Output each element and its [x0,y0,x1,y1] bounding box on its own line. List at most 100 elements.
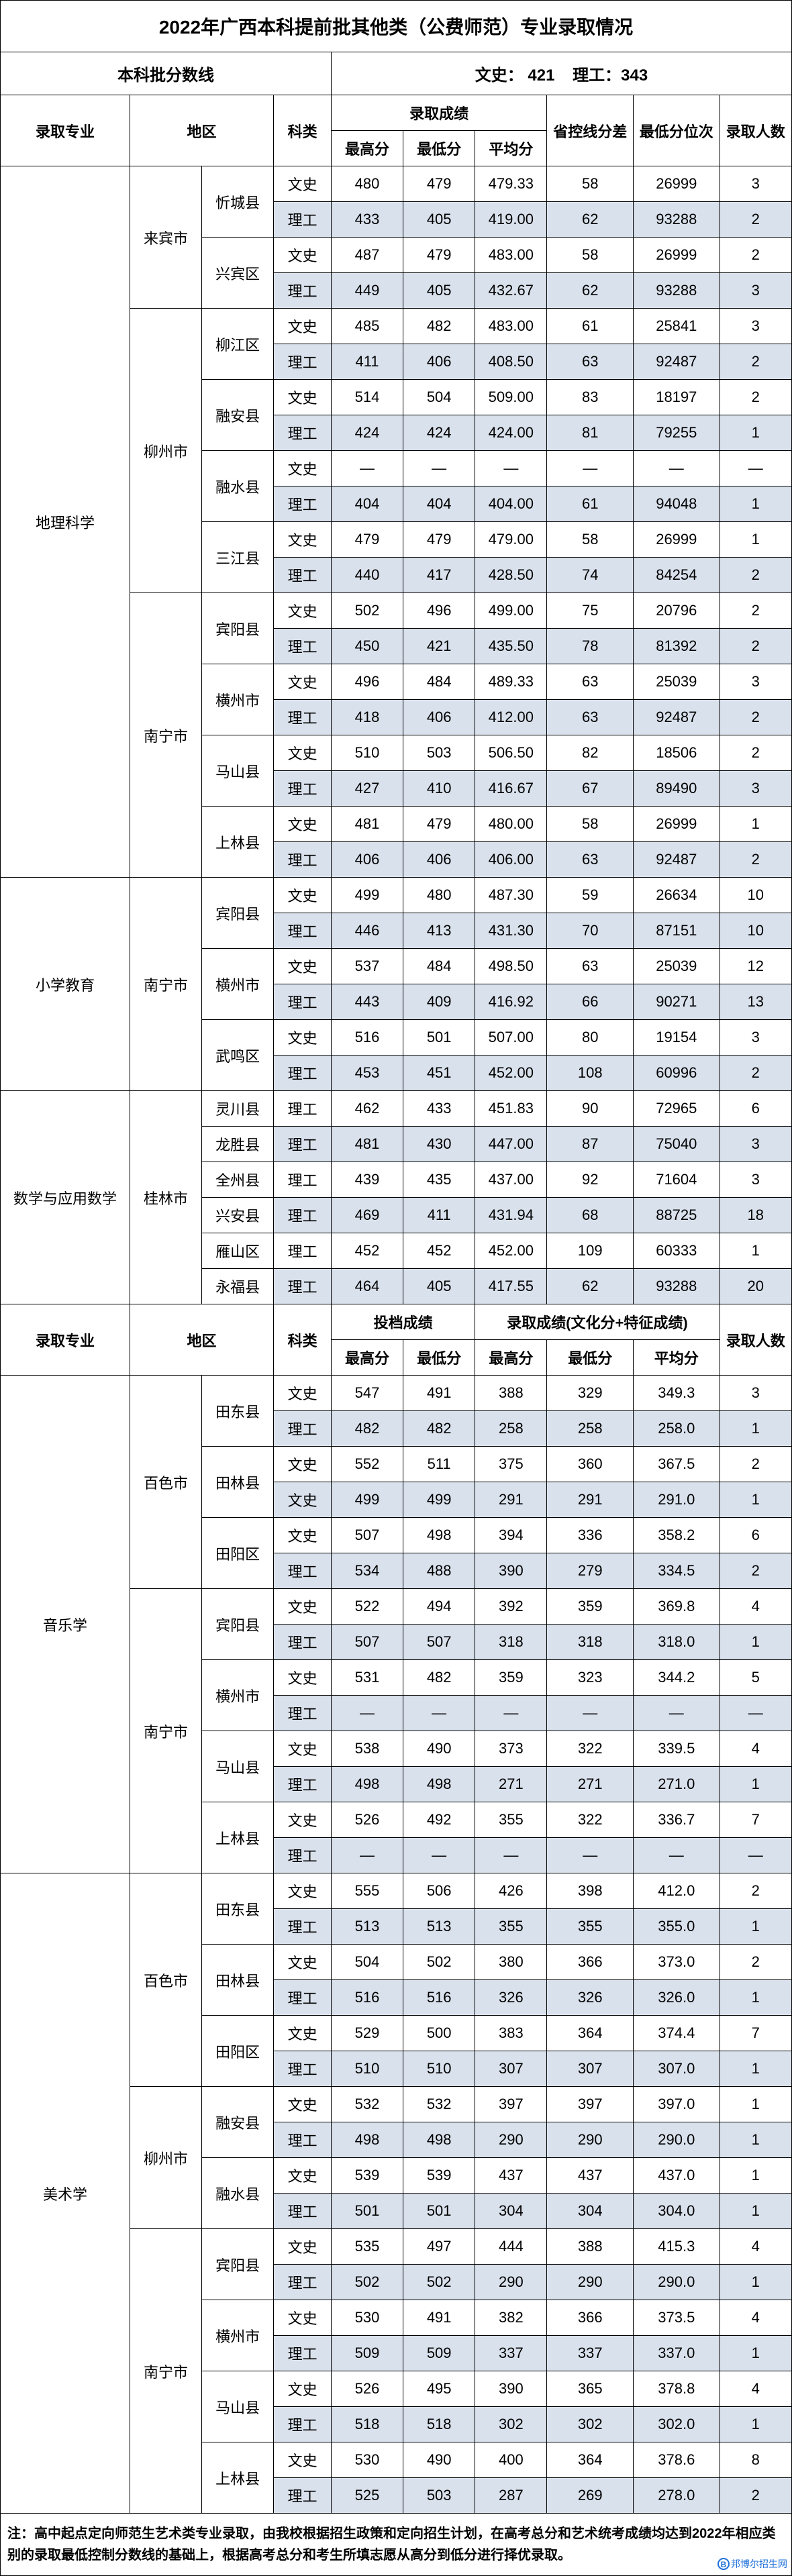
fmin-cell: 518 [403,2407,475,2442]
fmax-cell: 525 [331,2478,403,2514]
county-cell: 三江县 [202,522,274,593]
max-cell: 433 [331,202,403,238]
max-cell: 481 [331,807,403,842]
h2-file: 投档成绩 [331,1304,475,1340]
county-cell: 融安县 [202,380,274,451]
count-cell: 10 [720,913,791,949]
count-cell: 6 [720,1091,791,1127]
subject-cell: 文史 [274,2442,332,2478]
amax-cell: 388 [475,1376,547,1411]
fmin-cell: 482 [403,1411,475,1447]
subject-cell: 理工 [274,1127,332,1162]
rank-cell: 18197 [634,380,720,415]
subject-cell: 理工 [274,415,332,451]
fmin-cell: 498 [403,2122,475,2158]
county-cell: 横州市 [202,664,274,735]
count-cell: 1 [720,1411,791,1447]
count-cell: 3 [720,664,791,700]
subject-cell: 文史 [274,1020,332,1055]
count-cell: 1 [720,1625,791,1660]
fmin-cell: 501 [403,2194,475,2229]
avg-cell: 291.0 [634,1482,720,1518]
count-cell: 2 [720,2478,791,2514]
avg-cell: 451.83 [475,1091,547,1127]
fmax-cell: 507 [331,1625,403,1660]
avg-cell: 378.8 [634,2371,720,2407]
min-cell: 496 [403,593,475,629]
rank-cell: 72965 [634,1091,720,1127]
count-cell: 4 [720,2371,791,2407]
max-cell: — [331,451,403,486]
fmax-cell: 530 [331,2300,403,2336]
max-cell: 450 [331,629,403,664]
amin-cell: 365 [547,2371,634,2407]
amin-cell: 290 [547,2265,634,2300]
rank-cell: 18506 [634,735,720,771]
min-cell: 452 [403,1233,475,1269]
fmin-cell: 482 [403,1660,475,1696]
amax-cell: 290 [475,2122,547,2158]
avg-cell: 404.00 [475,486,547,522]
fmax-cell: 526 [331,1802,403,1838]
amin-cell: 271 [547,1767,634,1802]
fmax-cell: 552 [331,1447,403,1482]
avg-cell: 487.30 [475,878,547,913]
diff-cell: 82 [547,735,634,771]
avg-cell: 412.0 [634,1873,720,1909]
county-cell: 永福县 [202,1269,274,1304]
county-cell: 马山县 [202,2371,274,2442]
avg-cell: 367.5 [634,1447,720,1482]
avg-cell: 447.00 [475,1127,547,1162]
amin-cell: 322 [547,1802,634,1838]
avg-cell: 499.00 [475,593,547,629]
county-cell: 横州市 [202,2300,274,2371]
max-cell: 469 [331,1198,403,1233]
fmax-cell: 498 [331,2122,403,2158]
rank-cell: 26634 [634,878,720,913]
h2-major: 录取专业 [1,1304,130,1376]
amin-cell: 258 [547,1411,634,1447]
subject-cell: 文史 [274,522,332,558]
page-title: 2022年广西本科提前批其他类（公费师范）专业录取情况 [1,1,792,52]
fmax-cell: 507 [331,1518,403,1553]
rank-cell: 79255 [634,415,720,451]
subject-cell: 文史 [274,2158,332,2194]
count-cell: 1 [720,486,791,522]
fmax-cell: 513 [331,1909,403,1945]
fmax-cell: — [331,1838,403,1873]
amin-cell: — [547,1838,634,1873]
avg-cell: 337.0 [634,2336,720,2371]
county-cell: 宾阳县 [202,1589,274,1660]
subject-cell: 文史 [274,451,332,486]
min-cell: 413 [403,913,475,949]
count-cell: 2 [720,629,791,664]
avg-cell: 408.50 [475,344,547,380]
county-cell: 田林县 [202,1945,274,2016]
h-max: 最高分 [331,131,403,166]
amin-cell: 366 [547,1945,634,1980]
rank-cell: 93288 [634,202,720,238]
amax-cell: 302 [475,2407,547,2442]
max-cell: 487 [331,238,403,273]
h2-admit: 录取成绩(文化分+特征成绩) [475,1304,720,1340]
diff-cell: 59 [547,878,634,913]
amin-cell: 326 [547,1980,634,2016]
rank-cell: 19154 [634,1020,720,1055]
county-cell: 马山县 [202,735,274,807]
amin-cell: 269 [547,2478,634,2514]
avg-cell: 307.0 [634,2051,720,2087]
subject-cell: 文史 [274,878,332,913]
subject-cell: 文史 [274,1945,332,1980]
subject-cell: 文史 [274,1518,332,1553]
fmin-cell: 488 [403,1553,475,1589]
subject-cell: 文史 [274,2300,332,2336]
subject-cell: 文史 [274,664,332,700]
rank-cell: 93288 [634,1269,720,1304]
subject-cell: 理工 [274,2336,332,2371]
avg-cell: 507.00 [475,1020,547,1055]
rank-cell: 25039 [634,664,720,700]
amin-cell: 398 [547,1873,634,1909]
amin-cell: 388 [547,2229,634,2265]
county-cell: 宾阳县 [202,593,274,664]
county-cell: 融水县 [202,2158,274,2229]
